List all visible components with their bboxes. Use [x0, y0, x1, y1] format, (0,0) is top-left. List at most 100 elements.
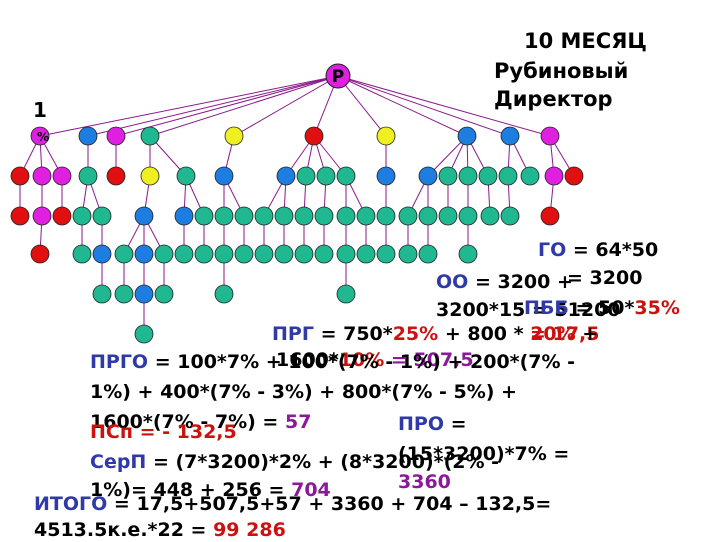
pro-label: ПРО — [398, 413, 444, 435]
pbb-formula: ПББ = 50*35% — [524, 296, 680, 320]
pbb-label: ПББ — [524, 297, 569, 319]
tree-node — [32, 206, 52, 226]
pbb-percent: 35% — [634, 297, 680, 319]
tree-connector — [337, 75, 511, 137]
tree-connector — [39, 75, 339, 137]
tree-node — [32, 166, 52, 186]
tree-node — [316, 166, 336, 186]
pro-line-2: (15*3200)*7% = — [398, 443, 570, 465]
serp-line-2-text: 1%)= 448 + 256 = — [90, 479, 285, 501]
tree-node — [418, 244, 438, 264]
tree-node — [30, 244, 50, 264]
root-node-label: P — [332, 67, 344, 87]
prg-text: = 750* — [320, 323, 393, 345]
tree-node — [72, 206, 92, 226]
level-sub-label: % — [37, 130, 50, 144]
psp-result: = - 132,5 — [139, 421, 237, 443]
structure-tree: P — [10, 63, 584, 344]
tree-node — [274, 206, 294, 226]
tree-node — [92, 206, 112, 226]
serp-label: СерП — [90, 451, 147, 473]
tree-node — [336, 244, 356, 264]
itogo-line-2-text: 4513.5к.е.*22 = — [34, 519, 207, 541]
tree-node — [92, 244, 112, 264]
prgo-line-2: 1%) + 400*(7% - 3%) + 800*(7% - 5%) + — [90, 381, 517, 403]
pro-formula: ПРО = — [398, 412, 467, 436]
tree-node — [134, 244, 154, 264]
prgo-result: 57 — [284, 411, 312, 433]
tree-node — [78, 166, 98, 186]
prg-line-2-text: 1600* — [276, 349, 339, 371]
rank-line-2: Директор — [494, 87, 613, 111]
tree-connector — [149, 75, 339, 137]
tree-node — [134, 324, 154, 344]
prg-percent-1: 25% — [392, 323, 439, 345]
tree-node — [254, 244, 274, 264]
tree-node — [336, 284, 356, 304]
oo-formula: ОО = 3200 + — [436, 270, 573, 294]
tree-node — [540, 126, 560, 146]
psp-label: ПСп — [90, 421, 133, 443]
tree-node — [276, 166, 296, 186]
tree-node — [114, 284, 134, 304]
serp-result: 704 — [291, 479, 331, 501]
rank-line-1: Рубиновый — [494, 59, 629, 83]
tree-node — [540, 206, 560, 226]
tree-node — [294, 244, 314, 264]
itogo-result: 99 286 — [213, 519, 286, 541]
serp-formula: СерП = (7*3200)*2% + (8*3200)*(2% - — [90, 450, 499, 474]
prg-line-2: 1600*10% = 507,5 — [276, 348, 474, 372]
tree-node — [294, 206, 314, 226]
prg-text-2: + 800 * — [444, 323, 524, 345]
tree-node — [176, 166, 196, 186]
go-formula: ГО = 64*50 — [538, 238, 658, 262]
tree-node — [498, 166, 518, 186]
tree-node — [376, 126, 396, 146]
prg-label: ПРГ — [272, 323, 314, 345]
tree-node — [106, 126, 126, 146]
tree-node — [214, 166, 234, 186]
prg-percent-3: 10% — [338, 349, 385, 371]
tree-node — [500, 126, 520, 146]
tree-node — [174, 206, 194, 226]
tree-node — [154, 244, 174, 264]
prgo-line-3-text: 1600*(7% - 7%) = — [90, 411, 279, 433]
serp-line-1: = (7*3200)*2% + (8*3200)*(2% - — [152, 451, 500, 473]
pbb-result: = 17,5 — [530, 323, 600, 345]
tree-node — [72, 244, 92, 264]
tree-node — [398, 244, 418, 264]
tree-connector — [337, 75, 551, 137]
tree-node — [78, 126, 98, 146]
tree-node — [438, 206, 458, 226]
tree-node — [154, 284, 174, 304]
tree-node — [356, 244, 376, 264]
prg-result: = 507,5 — [390, 349, 474, 371]
oo-text: = 3200 + — [474, 271, 573, 293]
tree-node — [438, 166, 458, 186]
tree-node — [418, 206, 438, 226]
tree-node — [234, 206, 254, 226]
tree-node — [274, 244, 294, 264]
tree-node — [214, 284, 234, 304]
tree-node — [114, 244, 134, 264]
serp-line-2: 1%)= 448 + 256 = 704 — [90, 478, 331, 502]
prgo-label: ПРГО — [90, 351, 149, 373]
prg-formula: ПРГ = 750*25% + 800 * 20% + — [272, 322, 598, 346]
tree-node — [376, 206, 396, 226]
tree-node — [224, 126, 244, 146]
tree-node — [234, 244, 254, 264]
tree-node — [520, 166, 540, 186]
tree-node — [140, 166, 160, 186]
tree-node — [174, 244, 194, 264]
oo-line-2: 3200*15 = 51200 — [436, 299, 621, 321]
prgo-line-1: = 100*7% + 100*(7% - 1%) + 200*(7% - — [154, 351, 576, 373]
tree-node — [336, 206, 356, 226]
tree-node — [418, 166, 438, 186]
tree-node — [52, 206, 72, 226]
tree-node — [376, 244, 396, 264]
tree-node — [480, 206, 500, 226]
tree-nodes: P — [10, 63, 584, 344]
tree-node — [214, 244, 234, 264]
prg-percent-2: 20% — [530, 323, 576, 345]
tree-node — [500, 206, 520, 226]
